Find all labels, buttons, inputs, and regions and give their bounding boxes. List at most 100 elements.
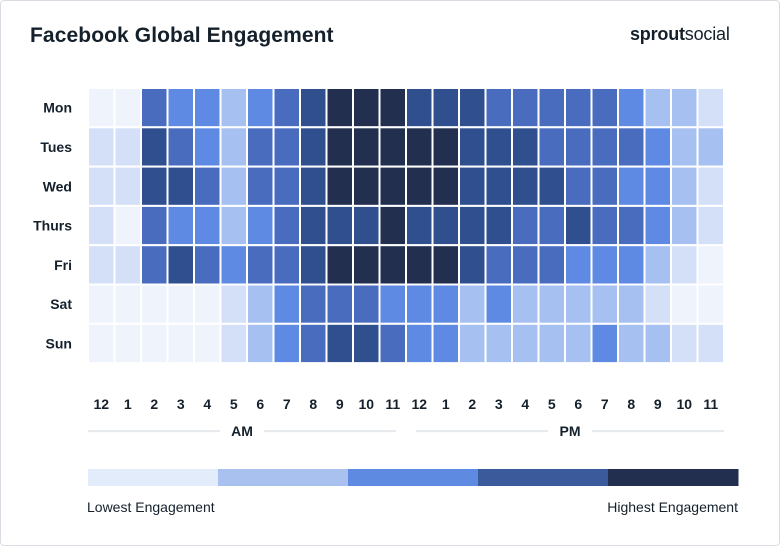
heatmap-cell xyxy=(219,244,248,286)
heatmap-cell xyxy=(590,165,619,207)
heatmap-cell xyxy=(484,244,513,286)
heatmap-cell xyxy=(537,126,566,168)
heatmap-cell xyxy=(670,87,699,129)
column-label: 12 xyxy=(94,396,110,412)
heatmap-cell xyxy=(643,204,672,247)
heatmap-cell xyxy=(166,87,195,129)
heatmap-cell xyxy=(696,126,725,168)
legend-swatch xyxy=(608,469,739,486)
heatmap-cell xyxy=(484,322,513,365)
heatmap-cell xyxy=(87,165,116,207)
row-label: Wed xyxy=(43,178,72,194)
heatmap-cell xyxy=(431,165,460,207)
heatmap-cell xyxy=(246,283,275,325)
period-label-bg xyxy=(548,421,592,442)
legend-swatch xyxy=(218,469,349,486)
heatmap-cell xyxy=(590,204,619,247)
heatmap-cell xyxy=(617,165,646,207)
heatmap-cell xyxy=(405,283,434,325)
heatmap-cell xyxy=(140,204,169,247)
heatmap-cell xyxy=(643,322,672,365)
heatmap-cell xyxy=(113,165,142,207)
heatmap-cell xyxy=(537,87,566,129)
column-label: 8 xyxy=(627,396,635,412)
heatmap-cell xyxy=(458,165,487,207)
heatmap-cell xyxy=(590,87,619,129)
heatmap-cell xyxy=(299,126,328,168)
heatmap-cell xyxy=(458,204,487,247)
heatmap-cell xyxy=(325,204,354,247)
heatmap-cell xyxy=(511,204,540,247)
row-label: Mon xyxy=(43,100,72,116)
heatmap-cell xyxy=(696,165,725,207)
brand-logo-light: social xyxy=(684,24,730,44)
heatmap-cell xyxy=(87,322,116,365)
column-label: 11 xyxy=(385,396,400,412)
heatmap-cell xyxy=(87,244,116,286)
period-label: AM xyxy=(231,423,253,439)
brand-logo-bold: sprout xyxy=(630,24,685,44)
heatmap-cell xyxy=(431,283,460,325)
legend-high-label: Highest Engagement xyxy=(607,499,738,515)
heatmap-cell xyxy=(166,126,195,168)
heatmap-cell xyxy=(431,244,460,286)
heatmap-cell xyxy=(696,204,725,247)
column-label: 3 xyxy=(177,396,185,412)
heatmap-cell xyxy=(511,87,540,129)
heatmap-cell xyxy=(378,204,407,247)
row-label: Sun xyxy=(46,335,72,351)
heatmap-cell xyxy=(378,244,407,286)
heatmap-cell xyxy=(140,244,169,286)
column-label: 9 xyxy=(336,396,344,412)
heatmap-cell xyxy=(113,126,142,168)
heatmap-cell xyxy=(484,165,513,207)
heatmap-cell xyxy=(272,87,301,129)
heatmap-cell xyxy=(219,204,248,247)
heatmap-cell xyxy=(484,126,513,168)
column-label: 7 xyxy=(601,396,609,412)
heatmap-cell xyxy=(537,165,566,207)
heatmap-cell xyxy=(325,322,354,365)
heatmap-cell xyxy=(140,322,169,365)
heatmap-cell xyxy=(299,283,328,325)
heatmap-cell xyxy=(166,244,195,286)
heatmap-cell xyxy=(670,126,699,168)
column-label: 6 xyxy=(574,396,582,412)
column-label: 1 xyxy=(442,396,450,412)
column-label: 5 xyxy=(230,396,238,412)
heatmap-cell xyxy=(352,244,381,286)
heatmap-cell xyxy=(511,283,540,325)
heatmap-cell xyxy=(272,165,301,207)
row-label: Fri xyxy=(54,257,72,273)
heatmap-cell xyxy=(140,165,169,207)
heatmap-cell xyxy=(670,165,699,207)
heatmap-cell xyxy=(113,204,142,247)
heatmap-cell xyxy=(564,204,593,247)
row-label: Tues xyxy=(40,139,72,155)
column-label: 11 xyxy=(703,396,718,412)
column-label: 12 xyxy=(412,396,428,412)
heatmap-cell xyxy=(272,126,301,168)
heatmap-cell xyxy=(193,322,222,365)
heatmap-cell xyxy=(246,244,275,286)
heatmap-cell xyxy=(458,322,487,365)
heatmap-cell xyxy=(458,126,487,168)
heatmap-cell xyxy=(299,165,328,207)
heatmap-cell xyxy=(431,204,460,247)
heatmap-cell xyxy=(87,283,116,325)
heatmap-cell xyxy=(617,283,646,325)
column-label: 10 xyxy=(677,396,693,412)
heatmap-cell xyxy=(405,87,434,129)
heatmap-cell xyxy=(617,126,646,168)
heatmap-cell xyxy=(378,87,407,129)
heatmap-cell xyxy=(166,283,195,325)
column-label: 3 xyxy=(495,396,503,412)
heatmap-cell xyxy=(272,283,301,325)
heatmap-cell xyxy=(670,204,699,247)
heatmap-cell xyxy=(299,204,328,247)
heatmap-cell xyxy=(511,165,540,207)
heatmap-cell xyxy=(193,87,222,129)
heatmap-cell xyxy=(564,322,593,365)
heatmap-cell xyxy=(670,283,699,325)
